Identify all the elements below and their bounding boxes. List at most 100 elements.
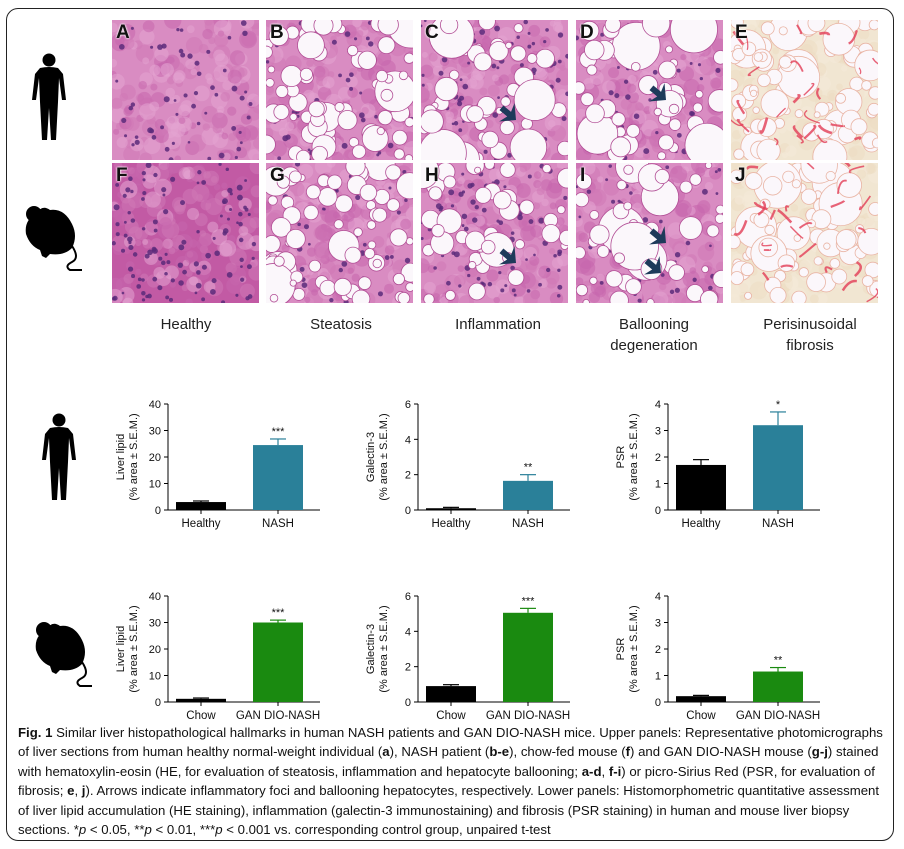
nucleus xyxy=(523,20,529,25)
tissue-cell xyxy=(150,83,158,91)
collagen-fiber xyxy=(803,109,821,124)
lipid-vacuole xyxy=(468,261,477,270)
tissue-cell xyxy=(149,64,161,76)
nucleus xyxy=(227,187,233,194)
lipid-vacuole xyxy=(509,128,548,160)
lipid-vacuole xyxy=(377,36,396,55)
lipid-vacuole xyxy=(653,107,662,117)
lipid-vacuole xyxy=(513,23,524,34)
tissue-cell xyxy=(213,183,221,191)
tissue-cell xyxy=(696,84,705,92)
column-title-inflammation: Inflammation xyxy=(418,314,578,335)
nucleus xyxy=(462,83,469,90)
lipid-vacuole xyxy=(712,269,723,288)
tissue-cell xyxy=(742,194,756,208)
nucleus xyxy=(113,204,120,211)
lipid-vacuole xyxy=(714,213,723,224)
nucleus xyxy=(715,192,719,195)
lipid-vacuole xyxy=(825,170,836,182)
tissue-cell xyxy=(597,176,604,183)
nucleus xyxy=(247,212,251,217)
nucleus xyxy=(134,135,139,139)
caption-segment: a-d xyxy=(581,763,602,779)
lipid-vacuole xyxy=(364,247,376,259)
nucleus xyxy=(178,280,184,286)
y-tick-label: 0 xyxy=(155,505,161,517)
tissue-cell xyxy=(546,182,562,199)
nucleus xyxy=(421,83,425,87)
tissue-texture xyxy=(576,163,723,303)
y-tick-label: 6 xyxy=(405,399,411,411)
collagen-fiber xyxy=(761,242,772,247)
lipid-vacuole xyxy=(589,276,598,285)
y-tick-label: 10 xyxy=(149,479,161,491)
column-title-fibrosis: Perisinusoidal fibrosis xyxy=(730,314,890,356)
nucleus xyxy=(546,267,551,273)
lipid-vacuole xyxy=(733,148,745,160)
tissue-cell xyxy=(156,123,169,136)
lipid-vacuole xyxy=(700,290,719,303)
nucleus xyxy=(204,111,208,115)
nucleus xyxy=(308,242,311,246)
lipid-vacuole xyxy=(657,151,667,160)
y-tick-label: 2 xyxy=(655,452,661,464)
tissue-cell xyxy=(160,63,174,77)
tissue-cell xyxy=(550,125,567,142)
tissue-cell xyxy=(112,73,125,90)
tissue-cell xyxy=(493,296,500,303)
nucleus xyxy=(689,111,695,117)
tissue-cell xyxy=(533,171,542,179)
lipid-vacuole xyxy=(794,109,804,118)
tissue-cell xyxy=(874,195,878,203)
nucleus xyxy=(368,41,374,47)
nucleus xyxy=(132,252,138,257)
tissue-cell xyxy=(445,116,453,124)
y-axis-label: Galectin-3(% area ± S.E.M.) xyxy=(365,413,390,500)
nucleus xyxy=(608,90,614,96)
nucleus xyxy=(225,167,230,172)
y-tick-label: 0 xyxy=(655,505,661,517)
tissue-cell xyxy=(461,134,469,142)
nucleus xyxy=(517,214,523,221)
y-tick-label: 2 xyxy=(405,470,411,482)
lipid-vacuole xyxy=(623,201,633,211)
chart-mouse-galectin3: 0 2 4 6 Galectin-3(% area ± S.E.M.) Chow GAN D… xyxy=(365,591,570,722)
nucleus xyxy=(374,114,378,119)
lipid-vacuole xyxy=(610,136,632,158)
nucleus xyxy=(229,207,233,212)
tissue-cell xyxy=(856,169,867,180)
collagen-fiber xyxy=(830,123,845,128)
nucleus xyxy=(531,41,536,46)
tissue-cell xyxy=(185,36,203,54)
nucleus xyxy=(697,63,702,67)
column-title-steatosis: Steatosis xyxy=(261,314,421,335)
nucleus xyxy=(528,219,534,224)
nucleus xyxy=(141,278,145,282)
lipid-vacuole xyxy=(576,246,586,260)
lipid-vacuole xyxy=(289,113,298,121)
tissue-cell xyxy=(144,191,161,208)
nucleus xyxy=(240,277,245,282)
lipid-vacuole xyxy=(646,298,655,303)
y-tick-label: 2 xyxy=(655,644,661,656)
bar xyxy=(676,696,726,702)
nucleus xyxy=(236,221,239,225)
nucleus xyxy=(507,152,513,158)
nucleus xyxy=(461,213,468,220)
nucleus xyxy=(295,163,301,167)
nucleus xyxy=(121,291,125,295)
lipid-vacuole xyxy=(831,268,848,285)
y-axis-label: PSR(% area ± S.E.M.) xyxy=(615,605,640,692)
tissue-cell xyxy=(739,68,748,78)
nucleus xyxy=(128,244,134,251)
tissue-cell xyxy=(167,163,184,174)
nucleus xyxy=(652,69,658,75)
lipid-vacuole xyxy=(731,234,741,250)
nucleus xyxy=(112,241,116,246)
panel-label: H xyxy=(425,165,439,186)
nucleus xyxy=(219,214,223,218)
tissue-cell xyxy=(137,91,152,106)
nucleus xyxy=(463,226,469,232)
tissue-cell xyxy=(185,269,193,277)
y-tick-label: 10 xyxy=(149,671,161,683)
